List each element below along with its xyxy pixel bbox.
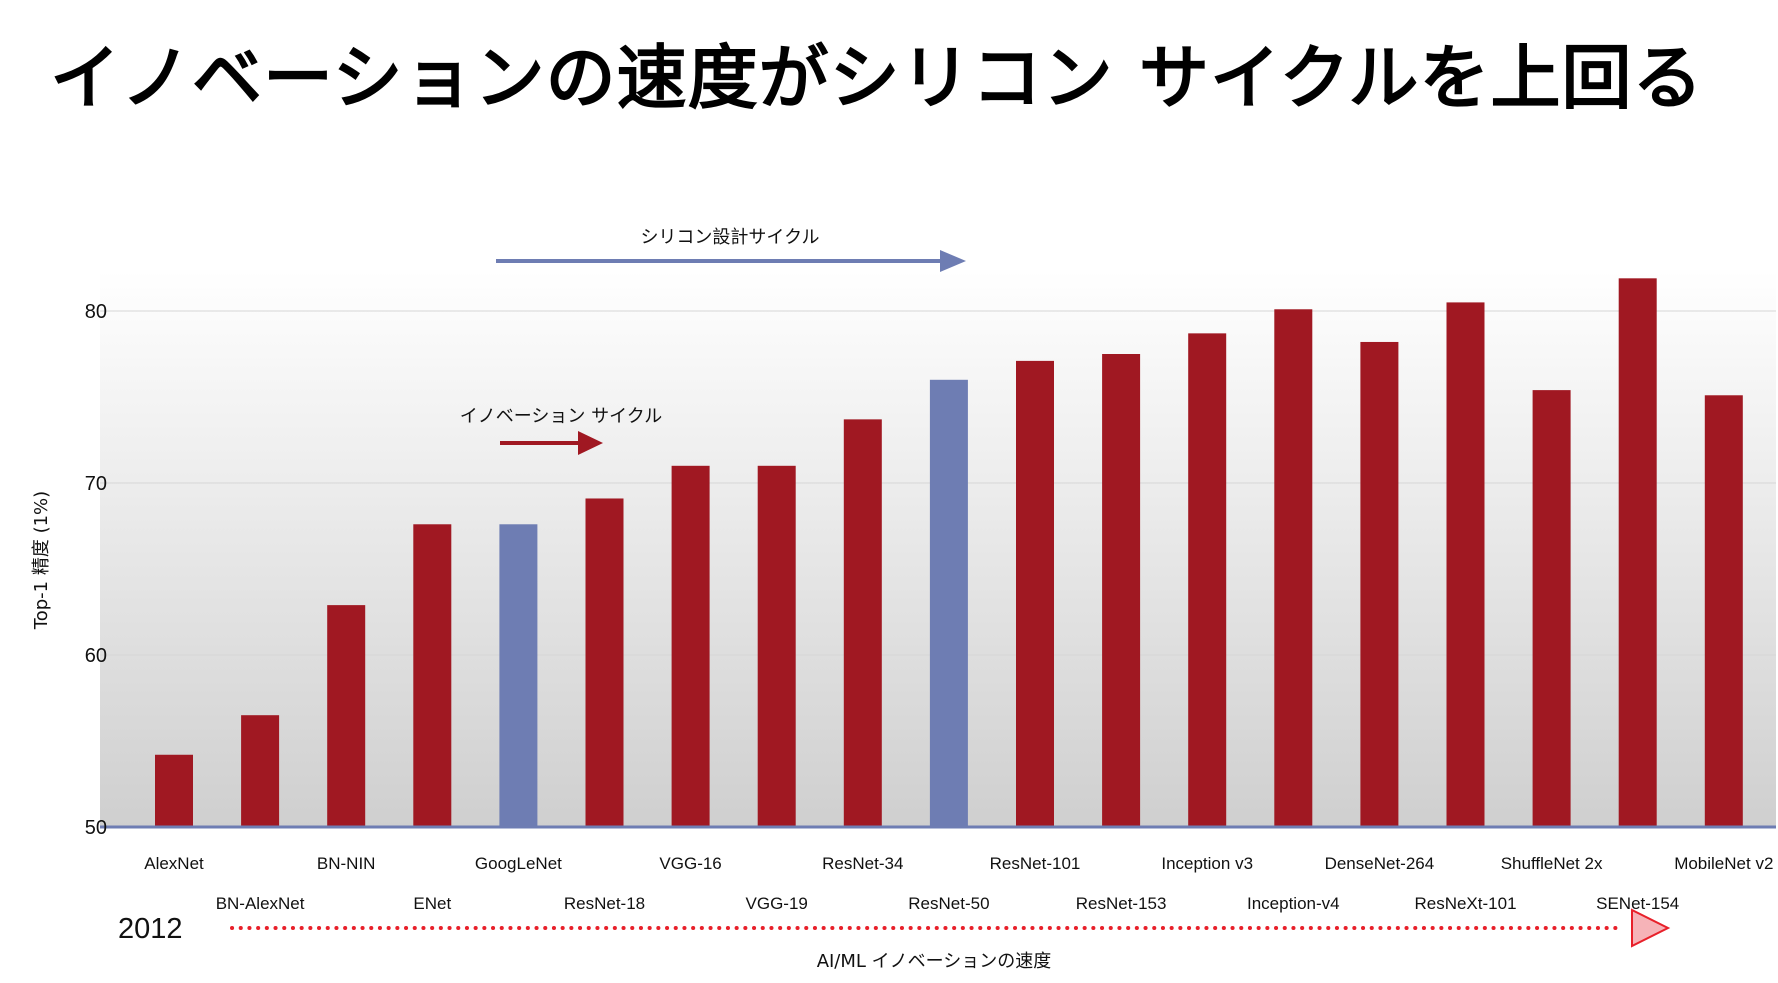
innovation-cycle-arrow (500, 431, 603, 455)
bar-vgg-16 (671, 465, 710, 827)
x-category-label: Inception v3 (1161, 854, 1253, 873)
bar-shufflenet-2x (1532, 390, 1571, 827)
bar-inception-v3 (1188, 333, 1227, 827)
bar-alexnet (155, 754, 193, 827)
bar-bn-nin (327, 605, 366, 827)
y-tick-labels: 50 60 70 80 (85, 301, 107, 839)
bar-mobilenet-v2 (1704, 395, 1743, 827)
y-tick-label: 70 (85, 473, 107, 495)
x-category-label: BN-NIN (317, 854, 376, 873)
bar-vgg-19 (757, 465, 796, 827)
x-category-label: Inception-v4 (1247, 894, 1340, 913)
bar-resnet-34 (843, 419, 882, 827)
x-category-label: ResNet-153 (1076, 894, 1167, 913)
x-category-label: ResNeXt-101 (1414, 894, 1516, 913)
x-category-label: ResNet-50 (908, 894, 989, 913)
timeline-label: AI/ML イノベーションの速度 (817, 951, 1052, 972)
y-tick-label: 80 (85, 301, 107, 323)
x-category-label: DenseNet-264 (1325, 854, 1435, 873)
x-category-label: VGG-16 (659, 854, 721, 873)
bars (155, 278, 1743, 827)
x-category-labels: AlexNet BN-AlexNet BN-NIN ENet GoogLeNet ResN… (144, 854, 1773, 913)
timeline-arrow (230, 908, 1671, 948)
bar-resnet-101 (1016, 360, 1054, 827)
y-tick-label: 60 (85, 645, 107, 667)
x-category-label: BN-AlexNet (216, 894, 305, 913)
x-category-label: SENet-154 (1596, 894, 1679, 913)
bar-resnext-101 (1446, 302, 1485, 827)
innovation-cycle-label: イノベーション サイクル (460, 406, 662, 427)
page-title: イノベーションの速度がシリコン サイクルを上回る (50, 37, 1704, 119)
x-category-label: ENet (413, 894, 451, 913)
x-category-label: ResNet-34 (822, 854, 903, 873)
y-axis-label: Top-1 精度 (1%) (31, 491, 52, 630)
x-category-label: ResNet-101 (990, 854, 1081, 873)
bar-inception-v4 (1274, 309, 1313, 827)
x-category-label: ShuffleNet 2x (1501, 854, 1603, 873)
bar-resnet-50 (929, 379, 968, 827)
silicon-cycle-label: シリコン設計サイクル (640, 227, 819, 248)
x-category-label: GoogLeNet (475, 854, 562, 873)
x-category-label: MobileNet v2 (1674, 854, 1773, 873)
bar-enet (413, 524, 452, 827)
y-tick-label: 50 (85, 817, 107, 839)
bar-resnet-18 (585, 498, 624, 827)
silicon-cycle-arrow (496, 250, 966, 272)
x-category-label: ResNet-18 (564, 894, 645, 913)
bar-bn-alexnet (241, 715, 280, 827)
bar-senet-154 (1618, 278, 1657, 827)
x-category-label: VGG-19 (746, 894, 808, 913)
bar-googlenet (499, 524, 538, 827)
x-category-label: AlexNet (144, 854, 204, 873)
bar-densenet-264 (1360, 341, 1399, 827)
bar-resnet-153 (1102, 354, 1141, 827)
start-year-label: 2012 (118, 913, 183, 945)
